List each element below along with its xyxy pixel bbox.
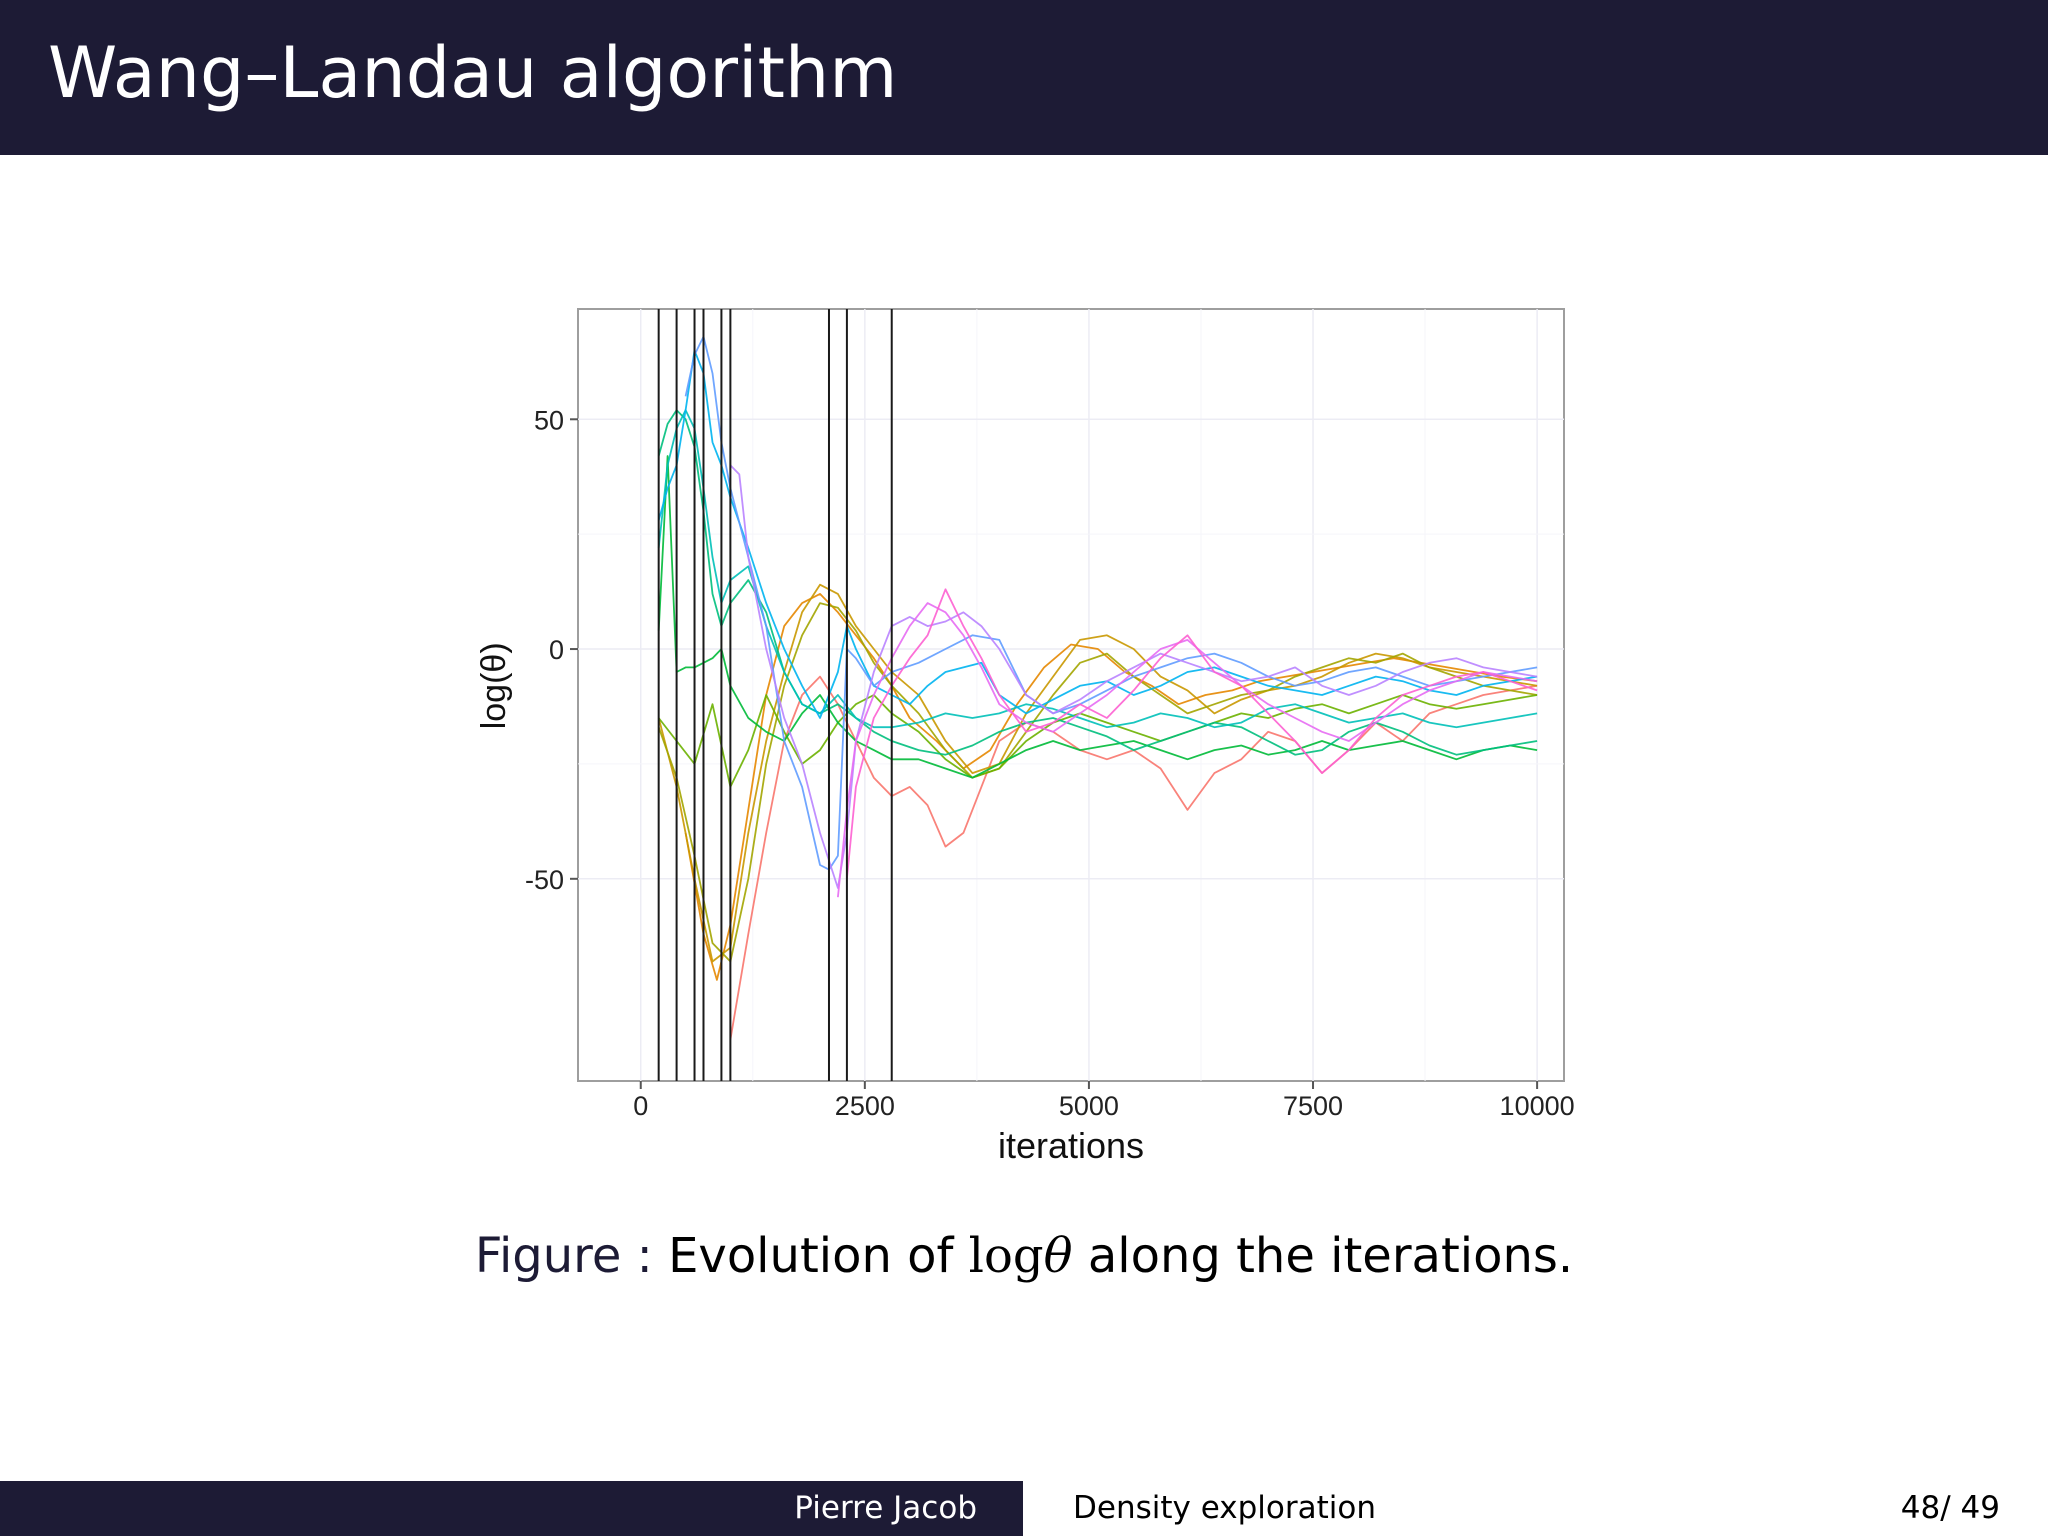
- page-total: / 49: [1940, 1490, 2000, 1526]
- page-current: 48: [1900, 1490, 1941, 1526]
- footer-info-box: Density exploration 48/ 49: [1023, 1481, 2048, 1536]
- y-tick-label: -50: [525, 865, 564, 895]
- series-line: [657, 349, 1538, 719]
- axes: 0 2500 5000 7500 10000 50 0 -50 iterations log(θ): [475, 405, 1575, 1166]
- x-tick-label: 5000: [1059, 1091, 1119, 1121]
- series-line: [657, 409, 1538, 729]
- plot-panel: [577, 308, 1565, 1082]
- y-tick-label: 0: [549, 635, 564, 665]
- series-line: [729, 675, 1538, 1040]
- x-axis-label: iterations: [998, 1125, 1144, 1166]
- title-bar: Wang–Landau algorithm: [0, 0, 2048, 155]
- footer-talk-title: Density exploration: [1073, 1490, 1376, 1526]
- page-number: 48/ 49: [1901, 1481, 2000, 1536]
- series-line: [684, 593, 1538, 981]
- caption-math-var: θ: [1043, 1228, 1073, 1284]
- series-line: [837, 602, 1538, 898]
- caption-label: Figure :: [474, 1228, 653, 1284]
- vertical-markers: [657, 309, 893, 1081]
- caption-text-before: Evolution of: [668, 1228, 954, 1284]
- series-line: [657, 583, 1538, 963]
- chart: 0 2500 5000 7500 10000 50 0 -50 iterations log(θ): [475, 308, 1575, 1166]
- caption-text-after: along the iterations.: [1087, 1228, 1574, 1284]
- x-tick-label: 2500: [835, 1091, 895, 1121]
- footer: Pierre Jacob Density exploration 48/ 49: [0, 1481, 2048, 1536]
- x-tick-label: 10000: [1500, 1091, 1575, 1121]
- y-tick-label: 50: [534, 405, 564, 435]
- series-line: [729, 464, 1538, 889]
- x-tick-label: 7500: [1283, 1091, 1343, 1121]
- series-line: [846, 588, 1538, 879]
- footer-author: Pierre Jacob: [794, 1490, 977, 1526]
- x-tick-label: 0: [633, 1091, 648, 1121]
- series-line: [657, 602, 1538, 963]
- y-axis-label: log(θ): [475, 642, 513, 729]
- series-line: [657, 409, 1538, 756]
- series-line: [657, 455, 1538, 779]
- caption-math-log: log: [968, 1228, 1044, 1284]
- footer-author-box: Pierre Jacob: [0, 1481, 1023, 1536]
- figure-caption: Figure : Evolution of logθ along the ite…: [0, 1228, 2048, 1284]
- series-line: [657, 694, 1538, 788]
- slide-title: Wang–Landau algorithm: [48, 32, 898, 114]
- series-layer: [657, 335, 1538, 1040]
- series-line: [684, 335, 1538, 871]
